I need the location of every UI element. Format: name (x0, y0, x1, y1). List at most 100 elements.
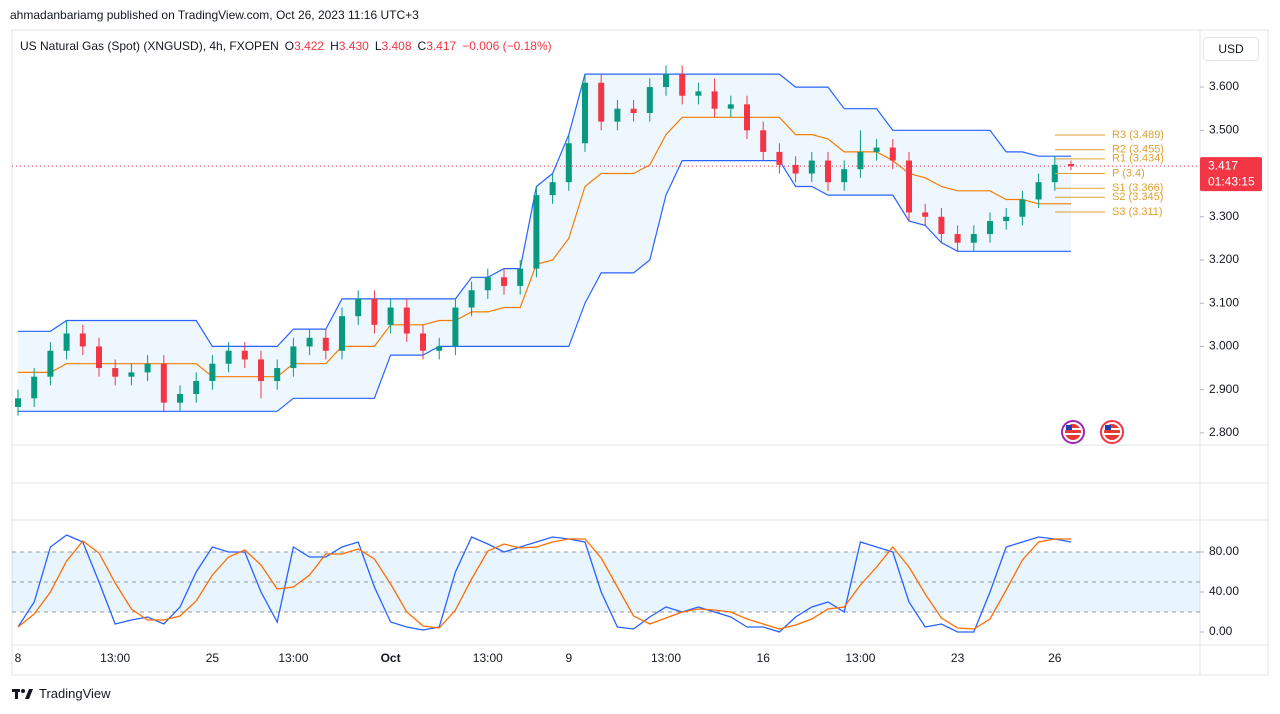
ohlc-key: H (330, 39, 339, 53)
symbol-title: US Natural Gas (Spot) (XNGUSD), 4h, FXOP… (20, 39, 279, 53)
candle-body (808, 160, 815, 174)
candle-body (565, 143, 572, 183)
candle-body (873, 147, 880, 152)
y-tick-label: 0.00 (1209, 624, 1233, 638)
candle-body (274, 368, 281, 382)
y-tick-label: 3.500 (1209, 122, 1239, 136)
ohlc-key: O (284, 39, 295, 53)
candle-body (630, 108, 637, 113)
candle-body (160, 363, 167, 403)
pivot-label: S2 (3.345) (1112, 191, 1163, 203)
pivot-label: R2 (3.455) (1112, 144, 1164, 156)
candle-body (598, 82, 605, 122)
candle-body (533, 195, 540, 269)
candle-body (144, 363, 151, 373)
candle-body (436, 346, 443, 351)
candle-body (112, 368, 119, 377)
candle-body (468, 290, 475, 308)
last-price-badge (1200, 157, 1262, 192)
y-tick-label: 40.00 (1209, 584, 1239, 598)
candle-body (825, 160, 831, 183)
channel-upper (18, 73, 1071, 347)
price-change: −0.006 (−0.18%) (462, 39, 552, 53)
candle-body (47, 350, 54, 377)
candle-body (906, 160, 912, 213)
candle-body (31, 376, 38, 399)
x-tick-label: 25 (206, 651, 220, 665)
x-tick-label: 13:00 (473, 651, 503, 665)
candle-body (484, 277, 491, 291)
candle-body (695, 91, 702, 96)
pivot-label: R1 (3.434) (1112, 153, 1164, 165)
candle-body (1019, 199, 1026, 217)
x-tick-label: 13:00 (100, 651, 130, 665)
x-tick-label: 13:00 (278, 651, 308, 665)
publisher-line: ahmadanbariamg published on TradingView.… (10, 8, 419, 22)
candle-body (711, 91, 718, 109)
candle-body (355, 298, 362, 317)
event-flag (1061, 420, 1085, 444)
candle-body (452, 307, 459, 347)
candle-body (727, 104, 734, 109)
candle-body (209, 363, 216, 382)
x-tick-label: 23 (951, 651, 965, 665)
brand-logo (12, 688, 33, 699)
stoch-line (17, 534, 1072, 633)
candle-body (663, 74, 669, 88)
candle-body (177, 393, 183, 403)
candle-body (938, 216, 945, 235)
pivot-label: S1 (3.366) (1112, 182, 1163, 194)
last-price-label: 3.417 (1208, 158, 1238, 172)
candle-body (339, 316, 345, 351)
candle-body (646, 87, 653, 113)
candle-body (241, 350, 248, 360)
candle-body (290, 346, 297, 369)
candle-body (857, 151, 864, 170)
candle-body (549, 182, 556, 196)
x-tick-label: 9 (565, 651, 572, 665)
x-tick-label: 26 (1048, 651, 1062, 665)
x-tick-label: 13:00 (845, 651, 875, 665)
candle-body (582, 82, 588, 144)
symbol-legend: US Natural Gas (Spot) (XNGUSD), 4h, FXOP… (20, 39, 552, 53)
candle-body (517, 268, 524, 286)
candle-body (15, 398, 21, 407)
y-tick-label: 3.000 (1209, 339, 1239, 353)
candle-body (987, 221, 993, 235)
candle-body (776, 151, 783, 165)
x-tick-label: 8 (15, 651, 22, 665)
candle-body (193, 381, 200, 394)
ohlc-value: 3.422 (294, 39, 325, 53)
candle-body (922, 212, 929, 217)
candle-body (841, 169, 848, 183)
y-tick-label: 3.600 (1209, 79, 1239, 93)
candle-body (387, 307, 394, 325)
candle-body (744, 104, 750, 131)
x-tick-label: 13:00 (651, 651, 681, 665)
candle-body (1003, 216, 1010, 222)
y-tick-label: 2.800 (1209, 425, 1239, 439)
candle-body (371, 298, 378, 325)
candle-body (760, 130, 767, 152)
candle-body (889, 147, 896, 161)
candle-body (501, 277, 507, 286)
candle-body (792, 164, 799, 174)
candle-body (96, 346, 102, 369)
candle-body (306, 337, 313, 347)
x-tick-label: Oct (381, 651, 401, 665)
y-tick-label: 80.00 (1209, 544, 1239, 558)
y-tick-label: 3.300 (1209, 209, 1239, 223)
countdown-label: 01:43:15 (1208, 174, 1255, 188)
y-tick-label: 2.900 (1209, 382, 1239, 396)
footer-brand: TradingView (12, 686, 111, 701)
ohlc-value: 3.408 (381, 39, 412, 53)
channel-basis (18, 116, 1071, 378)
candle-body (128, 372, 135, 377)
ohlc-key: L (374, 39, 382, 53)
currency-button[interactable]: USD (1203, 37, 1259, 61)
candle-body (614, 108, 621, 122)
candle-body (1051, 164, 1058, 183)
